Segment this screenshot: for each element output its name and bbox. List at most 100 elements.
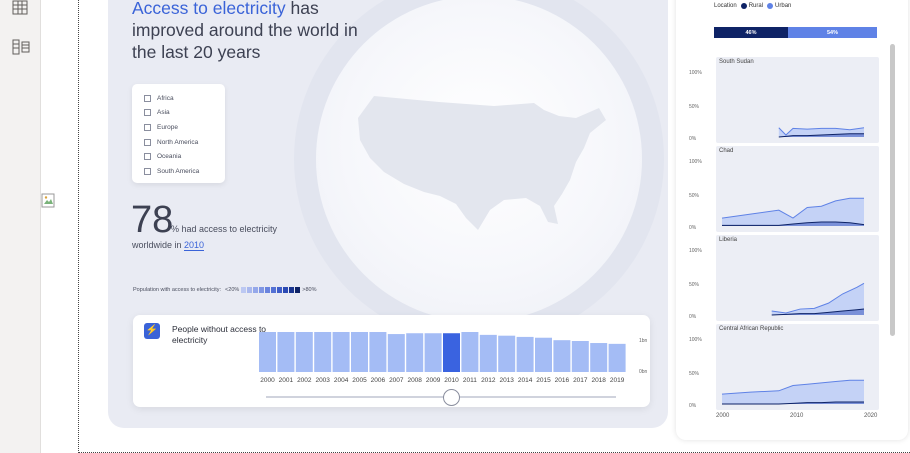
country-title: Chad bbox=[719, 148, 734, 154]
people-without-access-card: ⚡ People without access to electricity 2… bbox=[133, 315, 650, 407]
broken-image-icon bbox=[41, 193, 57, 209]
lightning-icon: ⚡ bbox=[144, 323, 160, 339]
legend-swatch bbox=[271, 287, 277, 293]
y-tick-label: 0% bbox=[689, 136, 697, 142]
region-option[interactable]: Oceania bbox=[144, 149, 225, 164]
bar-year-label: 2011 bbox=[463, 377, 477, 384]
x-tick-label: 2000 bbox=[716, 413, 730, 419]
bar-year-label: 2008 bbox=[407, 377, 422, 384]
country-panel[interactable]: South Sudan bbox=[716, 57, 879, 143]
year-slider-handle[interactable] bbox=[443, 389, 460, 406]
bar-year-label: 2015 bbox=[536, 377, 551, 384]
bar-year-label: 2012 bbox=[481, 377, 496, 384]
bar-2003[interactable] bbox=[314, 332, 332, 372]
stat-text: % had access to electricity bbox=[171, 224, 278, 234]
bar-2001[interactable] bbox=[277, 332, 295, 372]
bar-2000[interactable] bbox=[259, 332, 276, 372]
region-option[interactable]: Africa bbox=[144, 91, 225, 106]
country-panel[interactable]: Liberia bbox=[716, 235, 879, 321]
country-area-chart[interactable] bbox=[716, 324, 879, 410]
y-tick-label: 100% bbox=[689, 159, 702, 165]
location-legend: Location Rural Urban bbox=[714, 3, 791, 9]
stat-subtext: worldwide in 2010 bbox=[132, 240, 205, 251]
country-area-chart[interactable] bbox=[716, 146, 879, 232]
bar-2016[interactable] bbox=[553, 340, 571, 372]
checkbox[interactable] bbox=[144, 138, 151, 146]
bar-year-label: 2003 bbox=[315, 377, 330, 384]
bar-2017[interactable] bbox=[571, 340, 589, 372]
bar-2019[interactable] bbox=[608, 343, 626, 372]
urban-area bbox=[771, 283, 864, 315]
region-option[interactable]: South America bbox=[144, 164, 225, 179]
bar-2018[interactable] bbox=[590, 343, 608, 372]
legend-swatch bbox=[241, 287, 247, 293]
bar-year-label: 2007 bbox=[389, 377, 404, 384]
bar-year-label: 2004 bbox=[334, 377, 349, 384]
checkbox[interactable] bbox=[144, 94, 151, 102]
bar-year-label: 2000 bbox=[260, 377, 275, 384]
checkbox[interactable] bbox=[144, 123, 151, 131]
bar-2007[interactable] bbox=[387, 334, 405, 372]
table-icon[interactable] bbox=[12, 0, 28, 16]
rural-dot bbox=[740, 3, 747, 9]
bar-year-label: 2019 bbox=[610, 377, 625, 384]
urban-line bbox=[721, 379, 864, 395]
rural-urban-split-bar[interactable]: 46% 54% bbox=[714, 27, 877, 38]
bar-2013[interactable] bbox=[498, 335, 516, 372]
bar-2011[interactable] bbox=[461, 332, 479, 372]
rural-line bbox=[771, 308, 865, 316]
bar-2006[interactable] bbox=[369, 332, 387, 372]
bar-2012[interactable] bbox=[479, 334, 497, 372]
urban-area bbox=[722, 380, 864, 404]
headline-accent: Access to electricity bbox=[132, 0, 286, 18]
bar-2005[interactable] bbox=[351, 332, 368, 372]
urban-area bbox=[722, 198, 864, 226]
country-map-shape[interactable] bbox=[344, 88, 619, 238]
legend-swatch bbox=[247, 287, 253, 293]
region-label: Asia bbox=[157, 109, 170, 117]
people-bar-chart[interactable]: 2000 2001 2002 2003 2004 2005 2006 2007 2008 2009… bbox=[259, 332, 631, 387]
bar-2004[interactable] bbox=[332, 332, 350, 372]
legend-swatch bbox=[295, 287, 301, 293]
rural-legend-label[interactable]: Rural bbox=[748, 3, 764, 9]
bar-2009[interactable] bbox=[424, 333, 442, 372]
bar-2008[interactable] bbox=[406, 333, 424, 372]
bar-2002[interactable] bbox=[295, 332, 313, 372]
legend-swatch bbox=[265, 287, 271, 293]
region-option[interactable]: Europe bbox=[144, 120, 225, 135]
region-option[interactable]: North America bbox=[144, 135, 225, 150]
bar-year-label: 2013 bbox=[499, 377, 514, 384]
y-tick-label: 100% bbox=[689, 70, 702, 76]
checkbox[interactable] bbox=[144, 153, 151, 161]
legend-swatch bbox=[253, 287, 259, 293]
region-option[interactable]: Asia bbox=[144, 106, 225, 121]
country-panel[interactable]: Chad bbox=[716, 146, 879, 232]
bar-2010[interactable] bbox=[443, 333, 460, 372]
year-slider-track[interactable] bbox=[266, 396, 616, 398]
checkbox[interactable] bbox=[144, 167, 151, 175]
country-area-chart[interactable] bbox=[716, 57, 879, 143]
stat-year[interactable]: 2010 bbox=[184, 240, 205, 251]
bar-2015[interactable] bbox=[535, 337, 552, 372]
checkbox[interactable] bbox=[144, 109, 151, 117]
scrollbar[interactable] bbox=[890, 44, 895, 336]
model-icon[interactable] bbox=[12, 38, 30, 55]
bar-year-label: 2002 bbox=[297, 377, 312, 384]
urban-line bbox=[721, 197, 864, 219]
headline: Access to electricity has improved aroun… bbox=[132, 0, 362, 63]
country-area-chart[interactable] bbox=[716, 235, 879, 321]
urban-segment[interactable]: 54% bbox=[788, 27, 877, 38]
bar-2014[interactable] bbox=[516, 336, 534, 372]
country-panel[interactable]: Central African Republic bbox=[716, 324, 879, 410]
region-filter-card: Africa Asia Europe North America Oceania… bbox=[132, 84, 225, 183]
stat-value: 78 bbox=[131, 199, 174, 241]
y-tick-label: 50% bbox=[689, 193, 700, 199]
bar-year-label: 2005 bbox=[352, 377, 367, 384]
stat-subtext-prefix: worldwide in bbox=[132, 240, 185, 250]
rural-segment[interactable]: 46% bbox=[714, 27, 788, 38]
region-label: Africa bbox=[157, 94, 174, 102]
y-tick-label: 50% bbox=[689, 282, 700, 288]
urban-legend-label[interactable]: Urban bbox=[775, 3, 792, 9]
legend-swatch bbox=[289, 287, 295, 293]
headline-rest: has improved around the world in the las… bbox=[132, 0, 358, 62]
